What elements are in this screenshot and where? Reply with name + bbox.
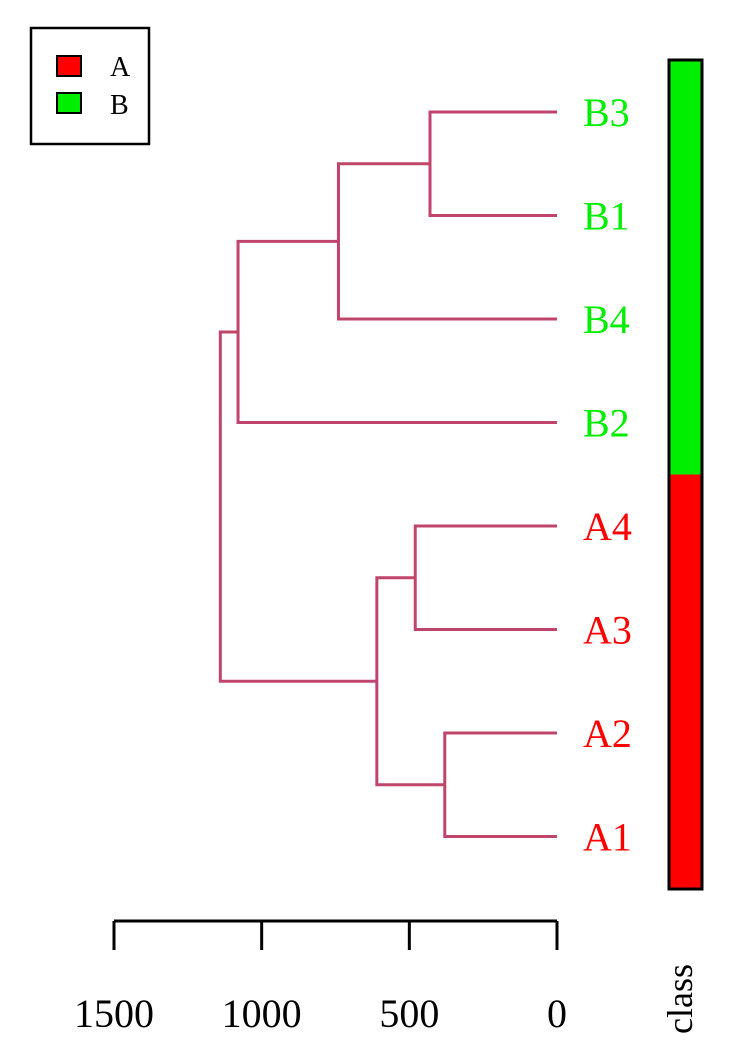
branch-2 — [413, 524, 557, 631]
axis-tick-label-1000: 1000 — [222, 991, 302, 1036]
legend-box — [29, 26, 151, 146]
legend: A B — [29, 26, 151, 146]
branch-6 — [218, 330, 377, 683]
class-bar: class — [660, 58, 704, 1034]
leaf-label-b4: B4 — [583, 297, 630, 342]
branch-0 — [428, 110, 557, 217]
leaf-label-a3: A3 — [583, 608, 632, 653]
leaf-labels: B3 B1 B4 B2 A4 A3 A2 A1 — [583, 90, 632, 860]
leaf-label-b2: B2 — [583, 401, 630, 446]
class-segment-a2 — [669, 681, 702, 786]
leaf-label-a4: A4 — [583, 504, 632, 549]
dendrogram-tree — [218, 110, 557, 838]
class-bar-label: class — [660, 964, 700, 1034]
class-segment-a3 — [669, 578, 702, 683]
class-segment-b3 — [669, 60, 702, 165]
height-axis: 1500 1000 500 0 — [74, 919, 567, 1036]
leaf-label-b1: B1 — [583, 194, 630, 239]
axis-tick-label-0: 0 — [547, 991, 567, 1036]
leaf-label-b3: B3 — [583, 90, 630, 135]
leaf-label-a1: A1 — [583, 815, 632, 860]
branch-5 — [236, 239, 557, 424]
leaf-label-a2: A2 — [583, 711, 632, 756]
legend-swatch-a — [56, 55, 82, 77]
legend-label-a: A — [110, 52, 131, 83]
legend-swatch-b — [56, 92, 82, 114]
class-segment-b4 — [669, 267, 702, 372]
branch-1 — [443, 731, 557, 838]
class-bar-border — [667, 58, 704, 891]
class-segment-b2 — [669, 370, 702, 475]
class-segment-b1 — [669, 163, 702, 268]
branch-4 — [375, 576, 445, 787]
branch-3 — [336, 162, 557, 321]
legend-label-b: B — [110, 90, 129, 121]
class-segment-a1 — [669, 785, 702, 890]
class-segment-a4 — [669, 474, 702, 579]
axis-tick-label-1500: 1500 — [74, 991, 154, 1036]
axis-tick-label-500: 500 — [379, 991, 439, 1036]
